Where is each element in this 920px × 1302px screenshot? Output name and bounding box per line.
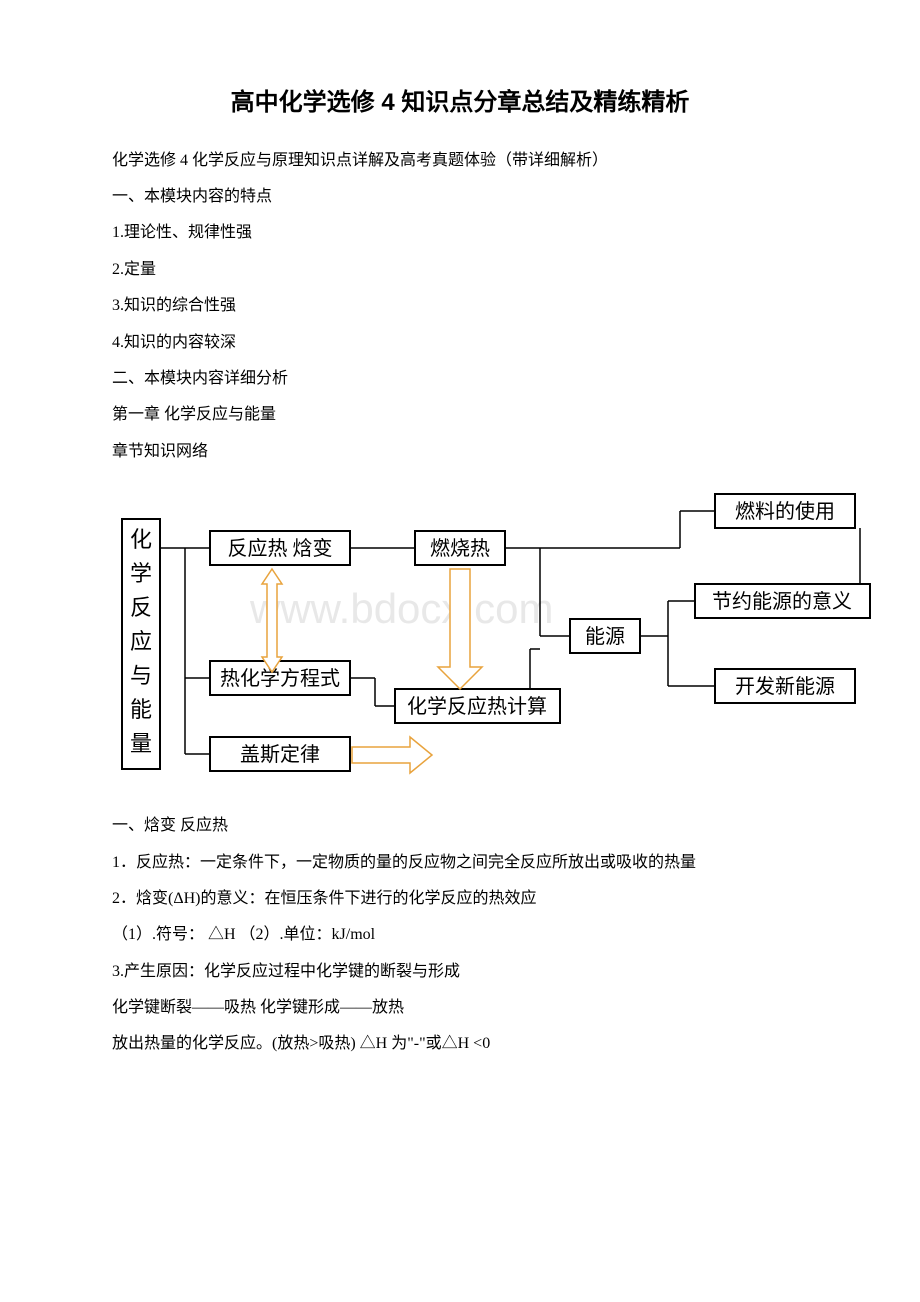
- section1-item1: 1.理论性、规律性强: [80, 218, 840, 248]
- node-n6: 能源: [585, 625, 625, 648]
- node-n2: 热化学方程式: [220, 667, 340, 690]
- section1-item2: 2.定量: [80, 255, 840, 285]
- arrow-n4-n5: [438, 569, 482, 689]
- page-title: 高中化学选修 4 知识点分章总结及精练精析: [80, 80, 840, 126]
- arrow-n3-n5: [352, 737, 432, 773]
- node-n4: 燃烧热: [430, 537, 490, 560]
- node-main-c4: 应: [130, 629, 152, 654]
- body1-item3: （1）.符号： △H （2）.单位：kJ/mol: [80, 920, 840, 950]
- node-main-c5: 与: [130, 663, 152, 688]
- arrow-n1-n2: [262, 569, 282, 672]
- body1-item2: 2．焓变(ΔH)的意义：在恒压条件下进行的化学反应的热效应: [80, 884, 840, 914]
- knowledge-network-diagram: www.bdocx.com 化 学 反 应 与 能 量 反应热 焓变 热化学方程…: [120, 489, 880, 789]
- section1-heading: 一、本模块内容的特点: [80, 182, 840, 212]
- section2-item2: 章节知识网络: [80, 437, 840, 467]
- node-n8: 节约能源的意义: [712, 590, 852, 613]
- body1-item1: 1．反应热：一定条件下，一定物质的量的反应物之间完全反应所放出或吸收的热量: [80, 848, 840, 878]
- node-main-c7: 量: [130, 731, 152, 756]
- node-n1: 反应热 焓变: [228, 537, 333, 560]
- body1-item5: 化学键断裂——吸热 化学键形成——放热: [80, 993, 840, 1023]
- body1-heading: 一、焓变 反应热: [80, 811, 840, 841]
- body1-item6: 放出热量的化学反应。(放热>吸热) △H 为"-"或△H <0: [80, 1029, 840, 1059]
- node-main-c2: 学: [130, 561, 152, 586]
- body1-item4: 3.产生原因：化学反应过程中化学键的断裂与形成: [80, 957, 840, 987]
- section1-item3: 3.知识的综合性强: [80, 291, 840, 321]
- section1-item4: 4.知识的内容较深: [80, 328, 840, 358]
- section2-heading: 二、本模块内容详细分析: [80, 364, 840, 394]
- node-main-c6: 能: [130, 697, 152, 722]
- node-main-c1: 化: [130, 527, 152, 552]
- node-n7: 燃料的使用: [735, 500, 835, 523]
- node-n9: 开发新能源: [735, 675, 835, 698]
- section2-item1: 第一章 化学反应与能量: [80, 400, 840, 430]
- node-n3: 盖斯定律: [240, 743, 320, 766]
- node-main-c3: 反: [130, 595, 152, 620]
- intro-text: 化学选修 4 化学反应与原理知识点详解及高考真题体验（带详细解析）: [80, 146, 840, 176]
- node-n5: 化学反应热计算: [407, 695, 547, 718]
